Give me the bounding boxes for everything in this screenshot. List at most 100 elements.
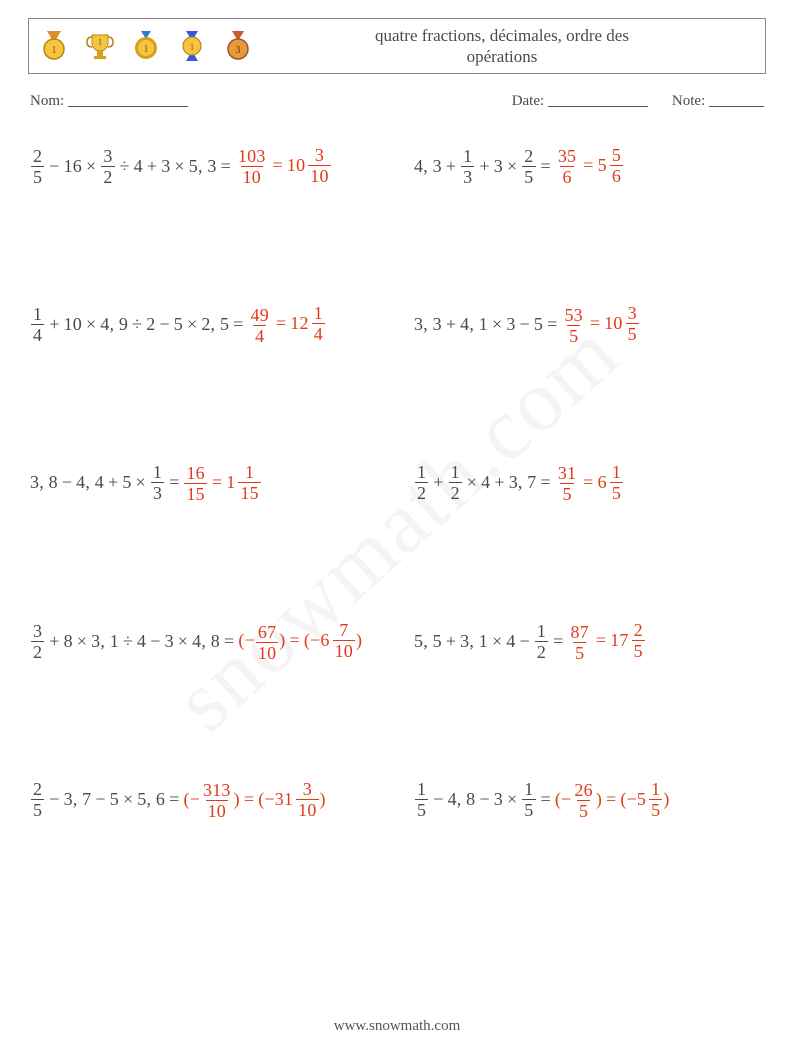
- fraction: 1615: [184, 464, 206, 503]
- meta-row: Nom: Date: Note:: [28, 90, 766, 110]
- fraction: 310: [308, 146, 330, 185]
- fraction: 25: [632, 621, 645, 660]
- operator: =: [541, 156, 551, 177]
- meta-name: Nom:: [30, 90, 512, 110]
- name-blank: [68, 92, 188, 107]
- footer: www.snowmath.com: [0, 1018, 794, 1035]
- operator: −: [62, 472, 72, 493]
- term: 3, 8: [30, 472, 58, 493]
- date-label: Date:: [512, 93, 544, 109]
- fraction: 356: [556, 147, 578, 186]
- term: ): [596, 789, 602, 809]
- operator: ×: [86, 156, 96, 177]
- answer: 315=615: [555, 463, 624, 503]
- operator: ×: [492, 631, 502, 652]
- operator: ×: [492, 314, 502, 335]
- operator: −: [159, 314, 169, 335]
- fraction: 15: [522, 780, 535, 819]
- term: 4, 8: [448, 789, 476, 810]
- term: ): [320, 789, 326, 809]
- worksheet-title: quatre fractions, décimales, ordre des o…: [255, 25, 757, 68]
- mixed-number: 1115: [226, 463, 262, 502]
- problem-row: 3, 8−4, 4+5×13=1615=1115: [30, 463, 392, 503]
- answer: (−31310)=(−31310): [183, 780, 325, 820]
- operator: −: [49, 156, 59, 177]
- medal-row: 1 1 1 1 3: [37, 29, 255, 63]
- operator: ×: [174, 156, 184, 177]
- operator: ×: [77, 631, 87, 652]
- operator: =: [273, 155, 283, 175]
- operator: =: [289, 630, 299, 650]
- fraction: 265: [572, 781, 594, 820]
- fraction: 32: [101, 147, 114, 186]
- operator: ×: [136, 472, 146, 493]
- operator: =: [541, 789, 551, 810]
- term: (−: [555, 789, 572, 809]
- term: 3, 1: [460, 631, 488, 652]
- term: (−: [304, 630, 321, 650]
- trophy-gold-icon: 1: [83, 29, 117, 63]
- term: 4, 9: [100, 314, 128, 335]
- term: 5: [122, 472, 131, 493]
- term: 3: [494, 789, 503, 810]
- mixed-number: 556: [598, 146, 624, 185]
- note-blank: [709, 92, 764, 107]
- medal-bronze-icon: 3: [221, 29, 255, 63]
- fraction: 13: [461, 147, 474, 186]
- fraction: 12: [415, 463, 428, 502]
- fraction: 14: [31, 305, 44, 344]
- term: (−: [238, 630, 255, 650]
- operator: −: [479, 789, 489, 810]
- fraction: 13: [151, 463, 164, 502]
- operator: −: [150, 631, 160, 652]
- operator: =: [224, 631, 234, 652]
- problem-row: 3, 3+4, 1×3−5=535=1035: [402, 304, 764, 344]
- term: ): [234, 789, 240, 809]
- term: 3: [161, 156, 170, 177]
- fraction: 25: [31, 780, 44, 819]
- operator: =: [221, 156, 231, 177]
- term: 4, 8: [192, 631, 220, 652]
- term: 3: [494, 156, 503, 177]
- answer: 494=1214: [248, 304, 326, 344]
- operator: ×: [467, 472, 477, 493]
- term: 4: [137, 631, 146, 652]
- operator: −: [520, 631, 530, 652]
- problem-row: 25−3, 7−5×5, 6=(−31310)=(−31310): [30, 780, 392, 820]
- fraction: 31310: [201, 781, 233, 820]
- worksheet-page: 1 1 1 1 3 q: [0, 0, 794, 820]
- operator: ×: [187, 314, 197, 335]
- operator: =: [583, 472, 593, 492]
- term: ): [663, 789, 669, 809]
- mixed-number: 31310: [275, 780, 320, 819]
- operator: =: [606, 789, 616, 809]
- operator: −: [95, 789, 105, 810]
- operator: =: [212, 472, 222, 492]
- term: 4: [481, 472, 490, 493]
- operator: +: [108, 472, 118, 493]
- fraction: 10310: [236, 147, 268, 186]
- name-label: Nom:: [30, 93, 64, 109]
- operator: +: [147, 156, 157, 177]
- fraction: 310: [296, 780, 318, 819]
- term: 4: [506, 631, 515, 652]
- svg-text:1: 1: [144, 44, 149, 55]
- medal-ribbon-gold-icon: 1: [37, 29, 71, 63]
- operator: =: [590, 313, 600, 333]
- mixed-number: 1725: [610, 621, 646, 660]
- term: 2: [146, 314, 155, 335]
- fraction: 12: [535, 622, 548, 661]
- title-line2: opérations: [467, 47, 538, 66]
- svg-text:1: 1: [52, 45, 57, 56]
- fraction: 15: [610, 463, 623, 502]
- header-bar: 1 1 1 1 3 q: [28, 18, 766, 74]
- answer: (−265)=(−515): [555, 780, 670, 820]
- fraction: 6710: [256, 623, 278, 662]
- operator: ×: [123, 789, 133, 810]
- svg-text:1: 1: [190, 42, 195, 52]
- operator: −: [520, 314, 530, 335]
- operator: −: [49, 789, 59, 810]
- fraction: 875: [568, 623, 590, 662]
- operator: =: [169, 789, 179, 810]
- term: 2, 5: [201, 314, 229, 335]
